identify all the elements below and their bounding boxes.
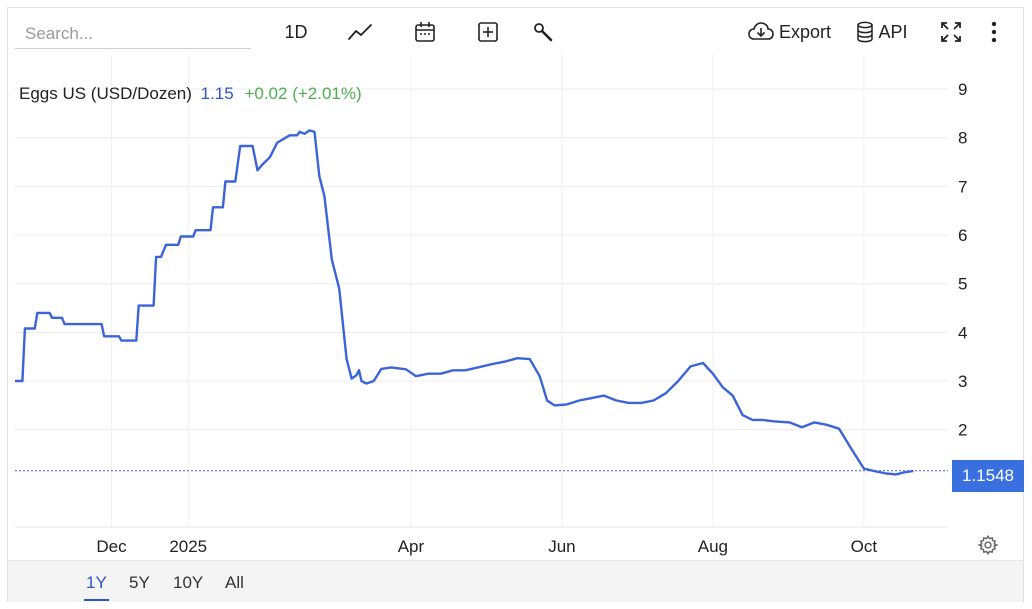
legend-series-name: Eggs US (USD/Dozen) [19, 84, 192, 103]
more-vertical-icon [991, 21, 997, 43]
export-label: Export [778, 21, 832, 42]
y-gridlines [15, 88, 948, 431]
x-tick-label: Apr [398, 537, 425, 556]
y-tick-label: 5 [958, 275, 967, 294]
series-line[interactable] [15, 129, 914, 476]
legend-last-value: 1.15 [200, 84, 234, 103]
x-tick-label: Jun [548, 537, 575, 556]
range-button-10y[interactable]: 10Y [173, 573, 204, 592]
wrench-icon [534, 23, 553, 42]
gear-icon[interactable] [977, 534, 999, 556]
y-tick-label: 2 [958, 421, 967, 440]
range-selector: 1Y 5Y 10Y All [8, 560, 1023, 602]
x-gridlines [111, 55, 865, 527]
y-tick-label: 7 [958, 177, 967, 196]
range-button-1y[interactable]: 1Y [84, 573, 109, 601]
calendar-icon [415, 22, 435, 42]
settings-tools-button[interactable] [529, 16, 557, 48]
api-button[interactable]: API [855, 16, 909, 48]
fullscreen-icon [941, 22, 961, 42]
api-label: API [878, 21, 908, 42]
range-button-5y[interactable]: 5Y [129, 573, 150, 592]
cloud-download-icon [748, 22, 774, 40]
legend-change: +0.02 (+2.01%) [244, 84, 362, 103]
x-tick-label: Dec [96, 537, 127, 556]
toolbar: 1D Export [0, 0, 1032, 60]
database-icon [857, 21, 874, 43]
compare-button[interactable] [474, 16, 502, 48]
y-tick-label: 9 [958, 80, 967, 99]
last-price-tag: 1.1548 [952, 460, 1024, 492]
plus-square-icon [478, 22, 498, 42]
more-menu-button[interactable] [982, 16, 1006, 48]
y-tick-label: 3 [958, 372, 967, 391]
date-range-button[interactable] [411, 16, 439, 48]
interval-label: 1D [284, 21, 308, 42]
x-tick-label: 2025 [169, 537, 207, 556]
search-input[interactable] [15, 19, 251, 49]
export-button[interactable]: Export [744, 16, 834, 48]
y-tick-label: 8 [958, 129, 967, 148]
x-tick-label: Oct [851, 537, 878, 556]
y-tick-label: 4 [958, 323, 967, 342]
interval-button[interactable]: 1D [280, 16, 312, 48]
y-tick-label: 6 [958, 226, 967, 245]
x-axis-labels: Dec 2025 Apr Jun Aug Oct [96, 537, 877, 556]
range-button-all[interactable]: All [225, 573, 244, 592]
legend: Eggs US (USD/Dozen) 1.15 +0.02 (+2.01%) [19, 84, 362, 104]
y-axis-labels: 2 3 4 5 6 7 8 9 [958, 80, 967, 440]
fullscreen-button[interactable] [936, 16, 966, 48]
line-chart-icon [348, 24, 372, 40]
x-tick-label: Aug [698, 537, 728, 556]
chart-type-button[interactable] [345, 16, 375, 48]
